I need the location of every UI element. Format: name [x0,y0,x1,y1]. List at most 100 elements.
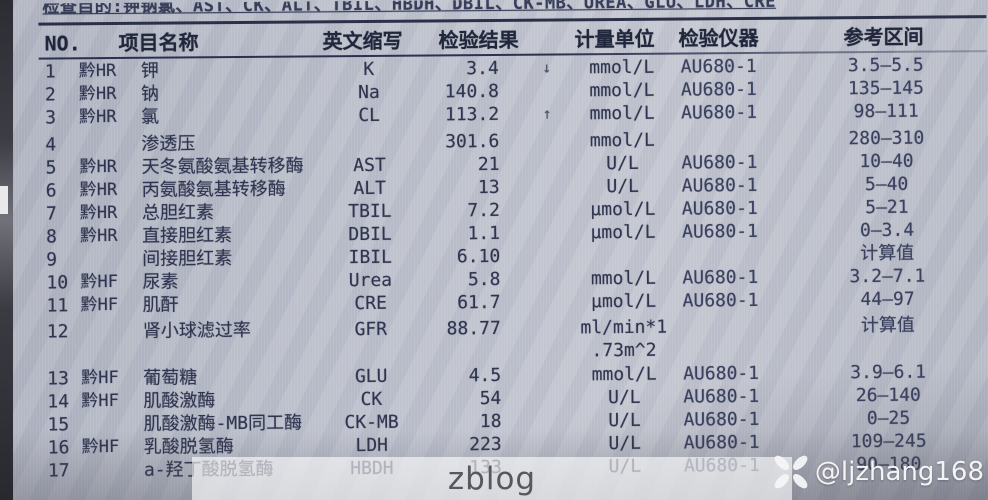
reference-range: 10—40 [859,150,914,173]
unit-line1: U/L [608,386,641,409]
four-petal-flower-icon [774,455,808,489]
unit-line1: mmol/L [591,363,657,386]
test-result: 3.4 [466,57,499,80]
row-prefix: 黔HF [80,294,119,316]
item-name: 尿素 [142,271,179,293]
unit-line1: ml/min*1 [580,316,668,339]
table-row: 12 肾小球滤过率 GFR 88.77 ml/min*1.73m^2 计算值 [1,313,988,368]
instrument [681,128,785,129]
row-prefix: 黔HR [79,225,118,247]
item-name: 丙氨酸氨基转移酶 [141,178,286,201]
item-abbreviation: Urea [348,269,393,292]
exam-purpose-text: 检查目的:钾钠氯、AST、CK、ALT、TBIL、HBDH、DBIL、CK-MB… [42,0,777,18]
unit: U/L [571,386,677,410]
header-no: NO. [44,31,81,56]
item-abbreviation: ALT [353,177,387,200]
row-number: 10 [46,272,69,294]
row-number: 4 [45,134,57,156]
unit-line1: mmol/L [589,129,655,152]
instrument: AU680-1 [681,174,758,197]
test-result: 5.8 [467,268,501,291]
instrument: AU680-1 [681,220,759,243]
reference-range: 5—40 [864,173,909,196]
unit-line1: U/L [606,175,640,198]
header-result: 检验结果 [438,27,519,53]
reference-range: 0—25 [866,407,911,430]
row-prefix: 黔HF [81,367,119,389]
reference-range: 3.2—7.1 [849,265,926,288]
row-prefix: 黔HR [78,83,117,105]
row-number: 3 [45,107,57,129]
item-abbreviation: Na [358,81,380,104]
item-abbreviation [319,131,419,132]
unit: U/L [569,152,675,176]
row-prefix: 黔HR [78,60,117,82]
item-name: 肌酐 [142,294,179,316]
row-prefix: 黔HR [79,202,118,224]
item-abbreviation: CK-MB [344,411,399,434]
unit-line1: mmol/L [590,267,657,290]
center-watermark-text: zblog [447,460,537,497]
item-abbreviation: IBIL [348,246,393,269]
unit-line1: U/L [608,432,642,455]
unit: μmol/L [570,221,676,245]
test-result: 61.7 [457,291,501,314]
unit-line1: mmol/L [589,56,655,79]
reference-range: 3.9—6.1 [850,361,927,384]
row-number: 8 [45,226,58,248]
header-item-name: 项目名称 [118,30,199,55]
unit-line1: mmol/L [589,102,655,125]
unit: U/L [572,432,678,456]
item-name: 天冬氨酸氨基转移酶 [141,155,304,178]
test-result: 113.2 [444,103,500,126]
row-number: 17 [47,460,70,482]
row-number: 5 [45,157,57,179]
instrument [682,243,786,244]
reference-range: 280—310 [848,127,925,150]
test-result: 140.8 [444,80,500,103]
row-number: 2 [44,84,56,106]
row-prefix: 黔HR [79,156,118,178]
row-prefix: 黔HR [79,179,118,201]
item-abbreviation: TBIL [348,200,392,223]
row-number: 13 [47,368,69,390]
unit: mmol/L [569,56,675,80]
reference-range: 5—21 [865,196,909,219]
unit-line1: mmol/L [589,79,655,102]
row-prefix: 黔HF [81,436,120,458]
test-result: 88.77 [446,317,501,340]
instrument: AU680-1 [680,55,757,78]
row-number: 7 [45,203,57,225]
instrument [683,315,787,316]
item-abbreviation: GLU [354,365,388,388]
unit: U/L [571,409,677,433]
center-watermark-bar: zblog [192,457,792,500]
unit-line1: U/L [606,152,639,175]
result-rows: 1 黔HR 钾 K 3.4 ↓ mmol/L AU680-1 3.5—5.5 2… [0,53,988,483]
item-name: 直接胆红素 [141,225,233,247]
item-abbreviation: AST [353,154,386,177]
row-prefix: 黔HF [80,271,118,293]
header-abbreviation: 英文缩写 [322,28,403,54]
row-prefix: 黔HF [81,390,119,412]
right-watermark-text: @ljzhang168 [814,457,984,487]
test-result: 301.6 [445,130,500,153]
header-unit: 计量单位 [574,26,655,52]
test-result: 21 [477,153,500,176]
row-number: 1 [44,61,56,83]
instrument: AU680-1 [681,197,758,220]
item-abbreviation: LDH [355,434,389,457]
header-instrument: 检验仪器 [678,25,759,51]
photo-left-edge-highlight [0,186,8,214]
row-number: 15 [47,414,70,436]
reference-range: 44—97 [860,288,915,311]
item-abbreviation: K [363,58,375,81]
test-result: 223 [469,433,502,456]
row-number: 11 [46,295,69,317]
unit [570,244,676,245]
row-number: 9 [46,249,58,271]
item-name: 肌酸激酶 [143,390,216,412]
row-number: 16 [47,437,70,459]
item-name: 乳酸脱氢酶 [143,436,234,458]
